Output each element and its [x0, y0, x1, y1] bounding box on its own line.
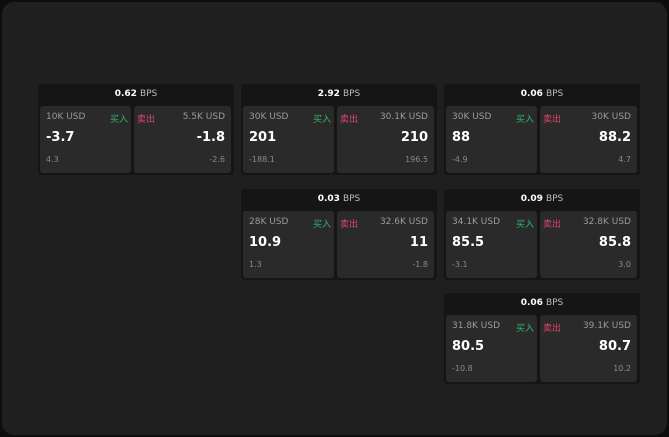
buy-panel[interactable]: 30K USD 买入 88 -4.9 [446, 106, 537, 173]
sell-label: 卖出 [543, 115, 562, 125]
bid-change: 4.3 [46, 155, 59, 164]
quote-card: 0.62 BPS 10K USD 买入 -3.7 4.3 5.5K USD 卖出 … [38, 84, 234, 175]
ask-change: -2.6 [209, 155, 225, 164]
spread-unit: BPS [545, 89, 564, 99]
buy-label: 买入 [312, 115, 331, 125]
buy-panel[interactable]: 10K USD 买入 -3.7 4.3 [40, 106, 131, 173]
quote-card: 0.06 BPS 31.8K USD 买入 80.5 -10.8 39.1K US… [444, 293, 640, 384]
ask-size: 32.6K USD [379, 217, 428, 227]
spread-unit: BPS [545, 298, 564, 308]
spread-header: 2.92 BPS [241, 84, 437, 105]
bid-price: 10.9 [249, 235, 282, 250]
spread-value: 0.62 [114, 89, 137, 99]
sell-panel[interactable]: 30K USD 卖出 88.2 4.7 [540, 106, 637, 173]
sell-panel[interactable]: 32.8K USD 卖出 85.8 3.0 [540, 211, 637, 278]
bid-size: 30K USD [249, 112, 289, 122]
sell-label: 卖出 [340, 115, 359, 125]
ask-price: 210 [400, 130, 428, 145]
bid-price: -3.7 [46, 130, 75, 145]
ask-size: 30.1K USD [379, 112, 428, 122]
quote-card: 2.92 BPS 30K USD 买入 201 -188.1 30.1K USD … [241, 84, 437, 175]
bid-change: -4.9 [452, 155, 468, 164]
spread-header: 0.06 BPS [444, 293, 640, 314]
spread-value: 0.09 [520, 194, 543, 204]
bid-change: -10.8 [452, 364, 473, 373]
spread-unit: BPS [342, 194, 361, 204]
spread-value: 0.03 [317, 194, 340, 204]
buy-label: 买入 [515, 324, 534, 334]
sell-label: 卖出 [543, 324, 562, 334]
ask-price: 85.8 [598, 235, 631, 250]
spread-header: 0.06 BPS [444, 84, 640, 105]
sell-panel[interactable]: 39.1K USD 卖出 80.7 10.2 [540, 315, 637, 382]
buy-panel[interactable]: 28K USD 买入 10.9 1.3 [243, 211, 334, 278]
ask-change: -1.8 [412, 260, 428, 269]
sell-label: 卖出 [340, 220, 359, 230]
quote-card: 0.03 BPS 28K USD 买入 10.9 1.3 32.6K USD 卖出… [241, 189, 437, 280]
buy-label: 买入 [312, 220, 331, 230]
ask-size: 5.5K USD [182, 112, 225, 122]
spread-header: 0.62 BPS [38, 84, 234, 105]
spread-value: 0.06 [520, 89, 543, 99]
bid-price: 88 [452, 130, 471, 145]
bid-size: 30K USD [452, 112, 492, 122]
spread-unit: BPS [342, 89, 361, 99]
spread-header: 0.03 BPS [241, 189, 437, 210]
bid-size: 10K USD [46, 112, 86, 122]
buy-label: 买入 [515, 220, 534, 230]
buy-panel[interactable]: 34.1K USD 买入 85.5 -3.1 [446, 211, 537, 278]
bid-change: -3.1 [452, 260, 468, 269]
sell-panel[interactable]: 5.5K USD 卖出 -1.8 -2.6 [134, 106, 231, 173]
ask-change: 3.0 [618, 260, 631, 269]
sell-label: 卖出 [543, 220, 562, 230]
spread-unit: BPS [139, 89, 158, 99]
bid-price: 201 [249, 130, 277, 145]
ask-change: 10.2 [613, 364, 631, 373]
bid-change: 1.3 [249, 260, 262, 269]
ask-size: 39.1K USD [582, 321, 631, 331]
spread-unit: BPS [545, 194, 564, 204]
sell-label: 卖出 [137, 115, 156, 125]
quote-card: 0.06 BPS 30K USD 买入 88 -4.9 30K USD 卖出 88… [444, 84, 640, 175]
spread-value: 2.92 [317, 89, 340, 99]
spread-header: 0.09 BPS [444, 189, 640, 210]
quote-card: 0.09 BPS 34.1K USD 买入 85.5 -3.1 32.8K USD… [444, 189, 640, 280]
ask-price: 88.2 [598, 130, 631, 145]
ask-change: 196.5 [405, 155, 428, 164]
bid-size: 31.8K USD [452, 321, 501, 331]
sell-panel[interactable]: 30.1K USD 卖出 210 196.5 [337, 106, 434, 173]
ask-change: 4.7 [618, 155, 631, 164]
sell-panel[interactable]: 32.6K USD 卖出 11 -1.8 [337, 211, 434, 278]
bid-size: 28K USD [249, 217, 289, 227]
bid-price: 80.5 [452, 339, 485, 354]
ask-size: 30K USD [591, 112, 631, 122]
bid-size: 34.1K USD [452, 217, 501, 227]
buy-panel[interactable]: 31.8K USD 买入 80.5 -10.8 [446, 315, 537, 382]
bid-change: -188.1 [249, 155, 275, 164]
bid-price: 85.5 [452, 235, 485, 250]
ask-size: 32.8K USD [582, 217, 631, 227]
buy-label: 买入 [109, 115, 128, 125]
buy-label: 买入 [515, 115, 534, 125]
ask-price: -1.8 [196, 130, 225, 145]
ask-price: 80.7 [598, 339, 631, 354]
spread-value: 0.06 [520, 298, 543, 308]
ask-price: 11 [409, 235, 428, 250]
buy-panel[interactable]: 30K USD 买入 201 -188.1 [243, 106, 334, 173]
